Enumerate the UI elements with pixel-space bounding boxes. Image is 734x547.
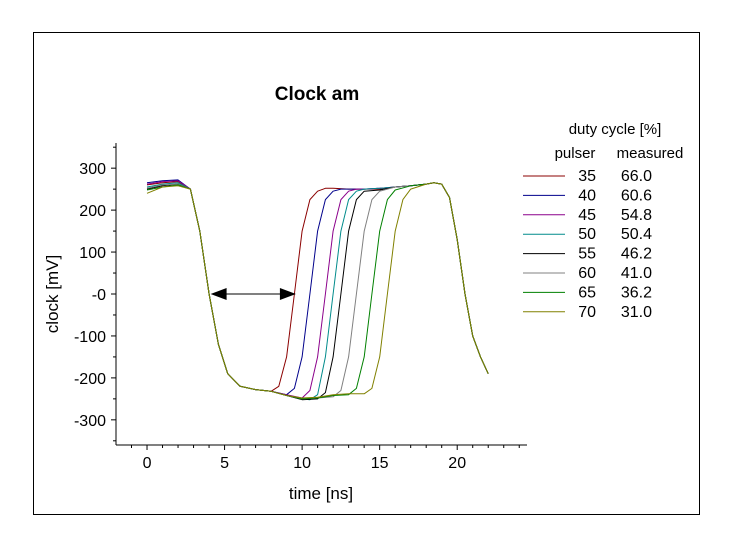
legend-col-pulser: pulser: [555, 145, 596, 162]
legend-measured-value: 46.2: [621, 246, 652, 263]
legend-title: duty cycle [%]: [569, 121, 662, 138]
x-tick-label: 0: [143, 455, 152, 472]
series-line-35: [146, 181, 489, 392]
y-axis-label: clock [mV]: [43, 255, 62, 333]
legend-measured-value: 60.6: [621, 187, 652, 204]
series-line-55: [146, 182, 489, 401]
y-tick-label: -100: [74, 329, 106, 346]
series-line-50: [146, 182, 489, 401]
series-line-60: [146, 182, 489, 400]
y-tick-label: 100: [79, 245, 106, 262]
legend-pulser-value: 45: [578, 207, 596, 224]
series-line-70: [146, 182, 489, 399]
legend-measured-value: 41.0: [621, 265, 652, 282]
chart-svg: Clock am 300 200 100 -0 -100 -200 -300 0 5 10 15 2…: [43, 84, 683, 503]
legend-measured-value: 54.8: [621, 207, 652, 224]
series-group: [146, 179, 489, 401]
legend-measured-value: 31.0: [621, 304, 652, 321]
x-tick-label: 15: [371, 455, 389, 472]
annotation-group: [210, 288, 296, 300]
legend-pulser-value: 60: [578, 265, 596, 282]
legend-pulser-value: 65: [578, 284, 596, 301]
legend: duty cycle [%] pulser measured 35 66.0 40 6…: [523, 121, 683, 321]
x-tick-label: 20: [448, 455, 466, 472]
legend-pulser-value: 40: [578, 187, 596, 204]
arrow-head-right: [279, 288, 296, 300]
series-line-45: [146, 180, 489, 399]
arrow-head-left: [210, 288, 227, 300]
x-axis-label: time [ns]: [289, 484, 353, 503]
legend-pulser-value: 50: [578, 226, 596, 243]
chart-frame: Clock am 300 200 100 -0 -100 -200 -300 0 5 10 15 2…: [33, 32, 700, 515]
series-line-40: [146, 179, 489, 396]
legend-pulser-value: 70: [578, 304, 596, 321]
legend-measured-value: 36.2: [621, 284, 652, 301]
y-tick-label: -0: [92, 287, 106, 304]
y-tick-label: -300: [74, 413, 106, 430]
y-tick-label: -200: [74, 371, 106, 388]
legend-pulser-value: 35: [578, 168, 596, 185]
series-line-65: [146, 182, 489, 400]
x-tick-label: 10: [293, 455, 311, 472]
x-axis-ticks: 0 5 10 15 20: [131, 445, 520, 472]
chart-title: Clock am: [275, 84, 359, 105]
y-tick-label: 300: [79, 161, 106, 178]
legend-col-measured: measured: [617, 145, 684, 162]
x-tick-label: 5: [220, 455, 229, 472]
legend-measured-value: 50.4: [621, 226, 652, 243]
legend-pulser-value: 55: [578, 246, 596, 263]
y-axis-ticks: 300 200 100 -0 -100 -200 -300: [74, 146, 116, 442]
y-tick-label: 200: [79, 203, 106, 220]
legend-measured-value: 66.0: [621, 168, 652, 185]
